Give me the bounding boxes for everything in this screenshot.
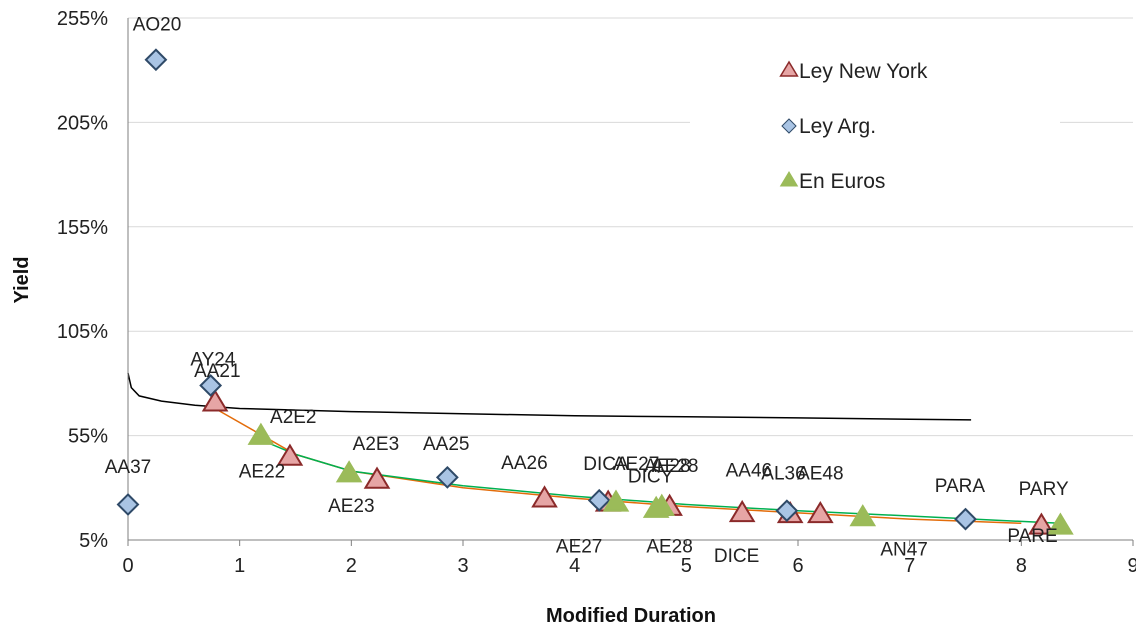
y-tick-label: 155%	[57, 217, 108, 239]
point-label-ae28: AE28	[646, 537, 692, 558]
marker-en-euros-an47	[849, 504, 877, 527]
point-label-dicy: DICY	[628, 467, 674, 488]
marker-ley-new-york-ae22	[276, 443, 304, 466]
point-label-ae22: AE22	[239, 461, 285, 482]
marker-ley-arg-aa25	[435, 465, 459, 489]
x-tick-label: 0	[122, 555, 133, 577]
legend-label-ley-arg: Ley Arg.	[799, 115, 876, 138]
point-label-aa46: AA46	[726, 460, 772, 481]
x-tick-label: 8	[1016, 555, 1027, 577]
legend-label-en-euros: En Euros	[799, 170, 885, 193]
point-label-ae28: AE28	[644, 456, 690, 477]
point-label-an47: AN47	[880, 540, 928, 561]
legend-marker-ley-new-york	[779, 60, 799, 77]
point-label-pare: PARE	[1007, 526, 1057, 547]
point-label-pary: PARY	[1019, 479, 1069, 500]
marker-en-euros-ae28-eur	[642, 495, 670, 518]
marker-ley-new-york-ae48	[807, 500, 834, 524]
point-label-ay24: AY24	[190, 350, 236, 371]
marker-ley-new-york-aa46	[728, 499, 756, 523]
y-tick-label: 55%	[68, 426, 108, 448]
point-label-a2e3: A2E3	[353, 434, 399, 455]
x-tick-label: 3	[457, 555, 468, 577]
x-axis-title: Modified Duration	[546, 605, 716, 627]
x-tick-label: 5	[681, 555, 692, 577]
marker-ley-new-york-ae23	[363, 466, 391, 489]
point-label-para: PARA	[935, 476, 986, 497]
point-label-dice: DICE	[714, 546, 759, 567]
marker-ley-arg-ao20	[144, 48, 168, 72]
x-tick-label: 1	[234, 555, 245, 577]
x-tick-label: 6	[792, 555, 803, 577]
point-label-ae23: AE23	[328, 496, 374, 517]
marker-ley-arg-aa37	[116, 493, 140, 516]
point-label-aa21: AA21	[194, 361, 240, 382]
legend-background	[690, 50, 1060, 200]
marker-ley-arg-dica	[587, 488, 611, 512]
point-label-ae48: AE48	[797, 463, 843, 484]
point-label-a2e2: A2E2	[270, 407, 316, 428]
trendline-ley-arg	[127, 372, 972, 421]
x-axis-ticks: 0 1 2 3 4 5 6 7 8 9	[122, 540, 1136, 577]
point-label-aa37: AA37	[105, 457, 151, 478]
legend-marker-en-euros	[779, 171, 799, 187]
point-label-ae28: AE28	[652, 456, 698, 477]
legend-label-ley-new-york: Ley New York	[799, 60, 928, 83]
trendlines	[127, 372, 1061, 525]
marker-en-euros-a2e3	[335, 460, 363, 483]
marker-ley-arg-al36	[775, 499, 799, 523]
point-label-aa26: AA26	[501, 453, 547, 474]
marker-en-euros-dice	[602, 489, 630, 512]
point-label-aa25: AA25	[423, 434, 469, 455]
point-label-ae27: AE27	[556, 537, 602, 558]
marker-en-euros-a2e2	[247, 422, 275, 445]
point-label-ao20: AO20	[133, 15, 182, 36]
y-tick-label: 5%	[79, 530, 108, 552]
legend-marker-ley-arg	[781, 118, 797, 134]
axes	[127, 18, 1133, 541]
point-label-ae27: AE27	[613, 454, 659, 475]
y-tick-label: 205%	[57, 112, 108, 134]
y-axis-title: Yield	[11, 256, 33, 303]
y-axis-ticks: 5% 55% 105% 155% 205% 255%	[57, 8, 108, 552]
marker-ley-arg-para	[954, 507, 977, 531]
marker-ley-new-york-aa26	[531, 485, 558, 508]
y-tick-label: 105%	[57, 321, 108, 343]
data-markers	[116, 48, 1074, 535]
x-tick-label: 2	[346, 555, 357, 577]
x-tick-label: 4	[569, 555, 580, 577]
x-tick-label: 9	[1127, 555, 1136, 577]
marker-ley-arg-ay24	[199, 374, 223, 397]
marker-en-euros-pare	[1047, 512, 1074, 535]
y-tick-label: 255%	[57, 8, 108, 30]
trendline-en-euros	[260, 439, 1061, 525]
point-label-al36: AL36	[761, 463, 805, 484]
x-tick-label: 7	[904, 555, 915, 577]
marker-ley-new-york-aa21	[201, 389, 229, 412]
point-label-dica: DICA	[583, 454, 629, 475]
marker-ley-new-york-pary	[1028, 512, 1055, 535]
legend: Ley New York Ley Arg. En Euros	[690, 50, 1060, 200]
